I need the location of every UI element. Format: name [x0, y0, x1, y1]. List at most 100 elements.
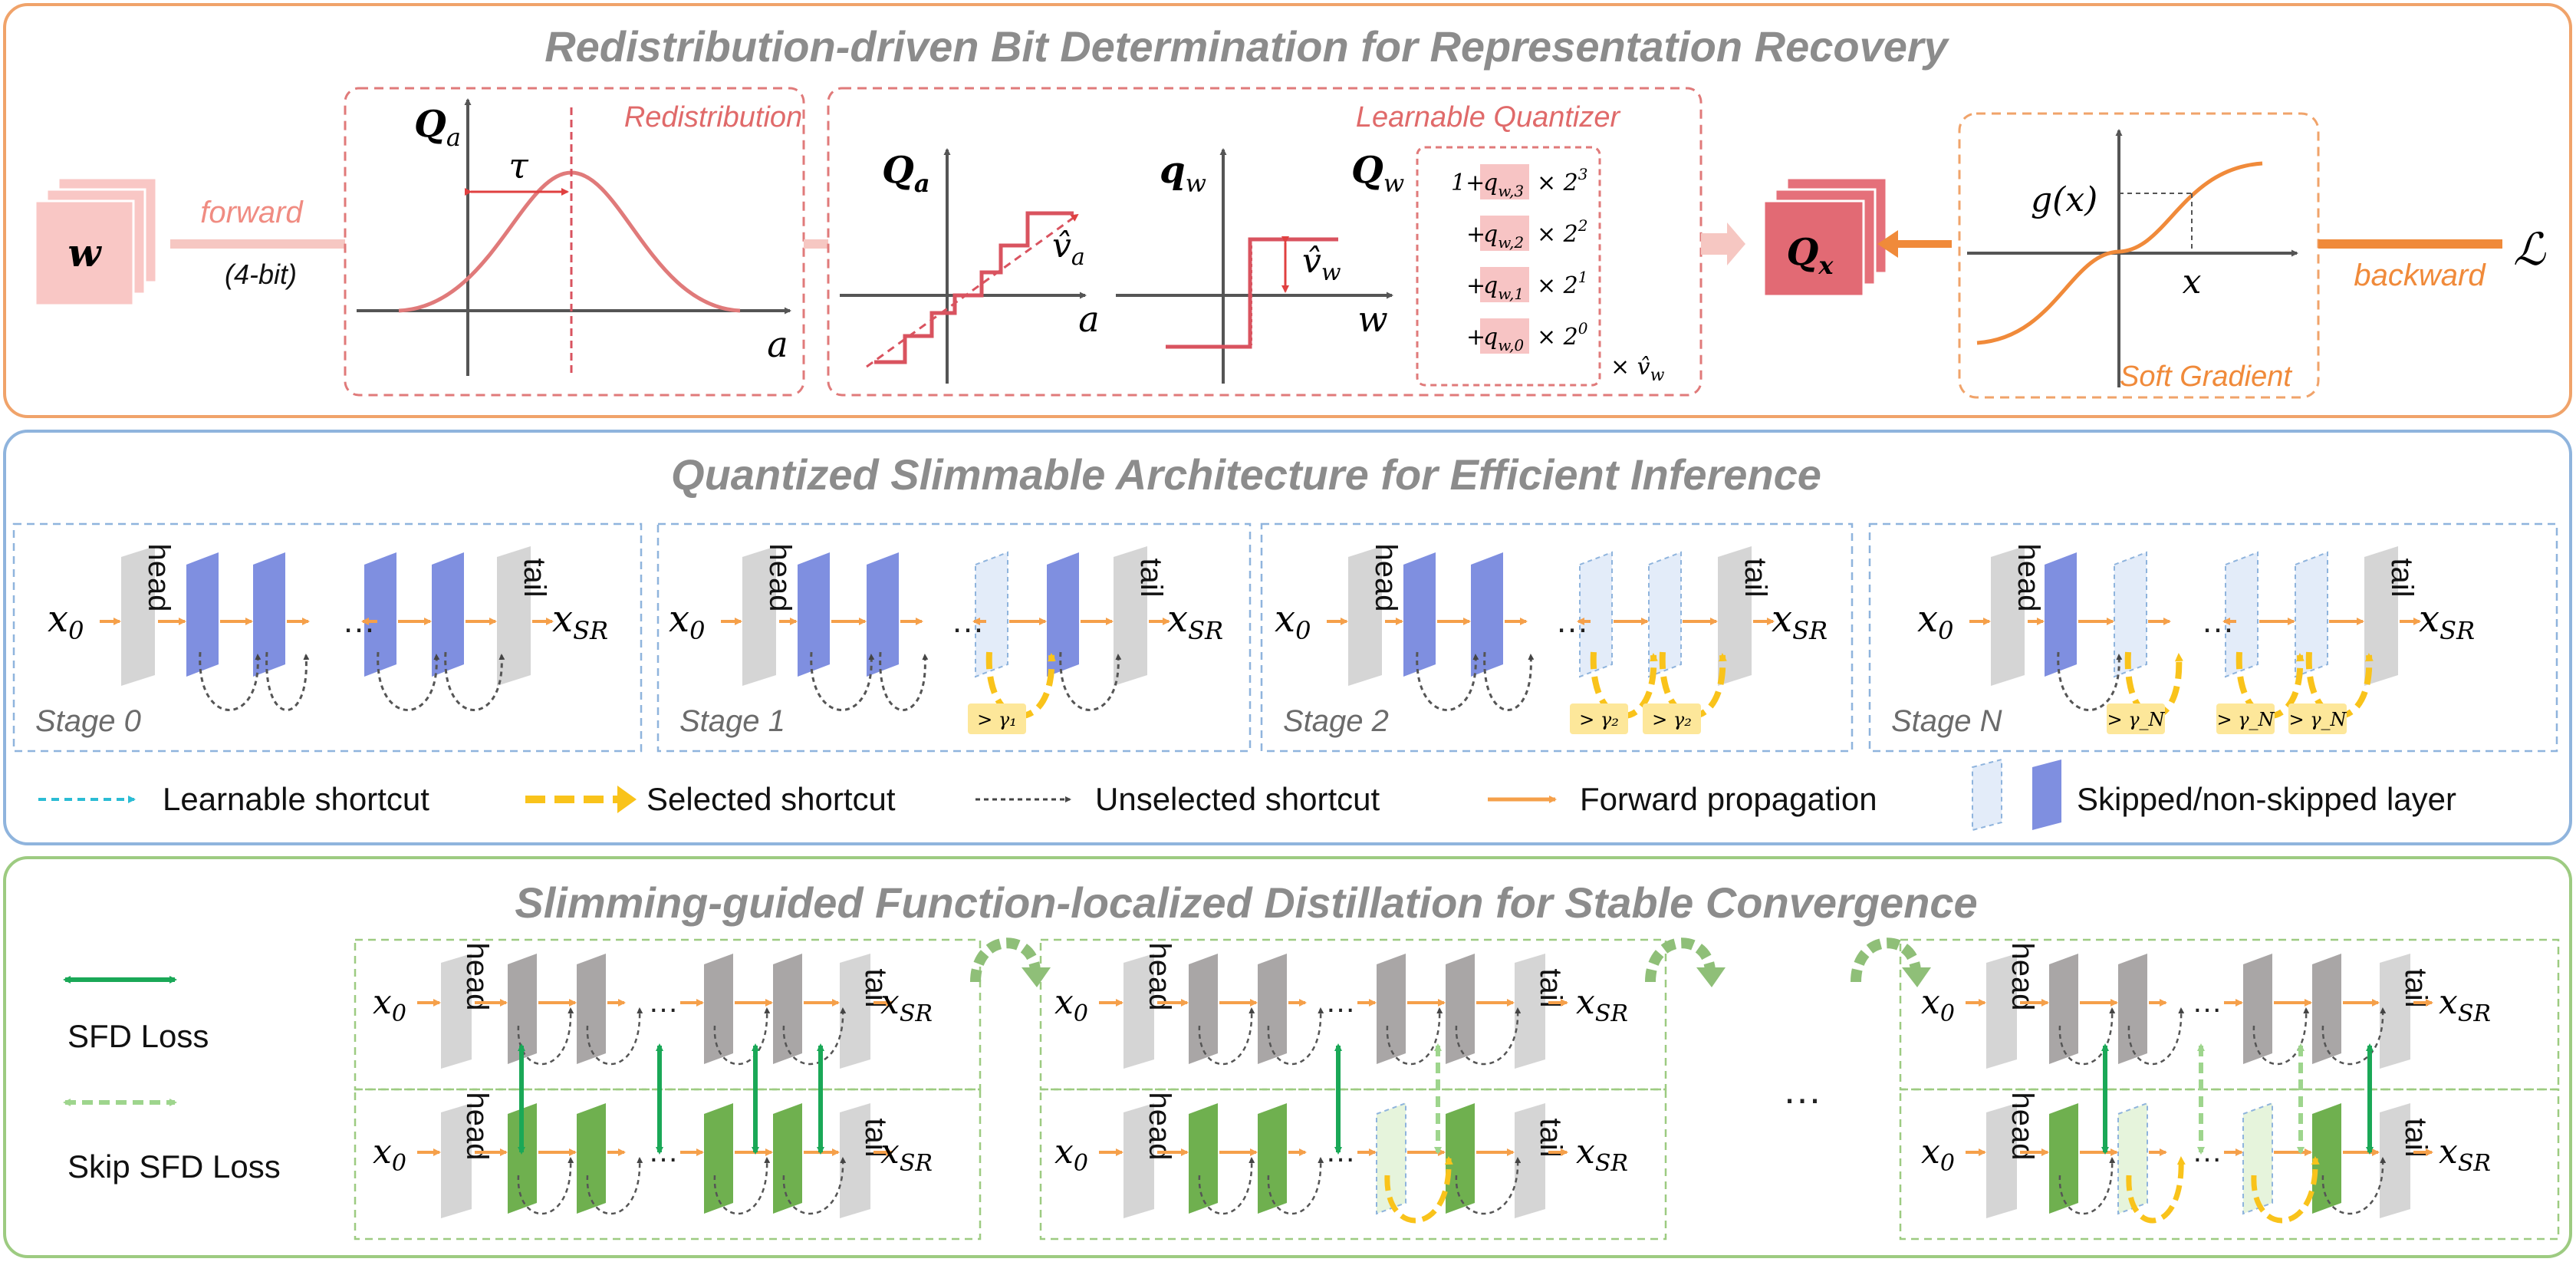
bit-term-2: +qw,2 × 22	[1466, 216, 1588, 252]
legend-text: Selected shortcut	[646, 781, 896, 817]
row-head-block	[441, 1103, 472, 1218]
unselected-shortcut	[1267, 1157, 1324, 1215]
stage-box	[1260, 522, 1854, 753]
teacher-layer	[2312, 954, 2341, 1064]
stage-tail-label: tail	[518, 558, 551, 597]
stage-tail-block	[497, 546, 531, 686]
legend-text: Learnable shortcut	[163, 781, 429, 817]
row-head-label: head	[2005, 1092, 2039, 1161]
stage-x0-label: x0	[1275, 598, 1311, 645]
skip-sfd-loss-label: Skip SFD Loss	[67, 1148, 281, 1185]
threshold-badge	[2107, 703, 2165, 734]
backward-bar	[2318, 239, 2502, 249]
panel1-title: Redistribution-driven Bit Determination …	[544, 22, 1949, 71]
threshold-badge	[968, 703, 1026, 734]
panel2-border	[3, 430, 2572, 845]
row-ellipsis: …	[648, 985, 679, 1019]
legend-learnable: Learnable shortcut	[38, 781, 429, 817]
bit-highlight	[1480, 318, 1529, 354]
student-layer	[577, 1103, 606, 1214]
sfd-loss-label: SFD Loss	[67, 1018, 209, 1054]
stage-xsr-label: xSR	[552, 598, 608, 645]
bit-prefix: +	[1466, 221, 1485, 248]
unselected-shortcut	[2058, 1007, 2116, 1066]
axis-x-label: x	[2183, 262, 2202, 301]
Qw-label: Qw	[1351, 149, 1404, 198]
unselected-shortcut	[377, 651, 440, 711]
unselected-shortcut	[586, 1007, 643, 1066]
stage-transition-arrow	[970, 937, 1051, 987]
row-xsr-label: xSR	[880, 1132, 933, 1177]
stage-transition-arrow	[1851, 937, 1931, 987]
tau-label: τ	[508, 145, 529, 186]
row-head-block	[1124, 1103, 1154, 1218]
student-layer	[508, 1103, 537, 1214]
unselected-shortcut	[1455, 1157, 1522, 1215]
legend-text: Skipped/non-skipped layer	[2077, 781, 2456, 817]
stage-tail-block	[2364, 546, 2398, 686]
redistribution-box: Qa τ a Redistribution	[344, 87, 805, 397]
non-skipped-layer	[867, 552, 899, 677]
stage-box	[656, 522, 1252, 753]
row-xsr-label: xSR	[1576, 983, 1628, 1027]
skipped-layer	[2295, 551, 2328, 678]
student-layer	[2049, 1103, 2078, 1214]
layers-ellipsis: …	[342, 602, 376, 640]
teacher-layer	[2049, 954, 2078, 1064]
stage-xsr-label: xSR	[1772, 598, 1828, 645]
legend: Learnable shortcut Selected shortcut Unsel…	[38, 758, 2456, 832]
bit-highlight	[1480, 267, 1529, 302]
row-x0-label: x0	[1921, 1132, 1955, 1177]
non-skipped-layer	[1047, 552, 1079, 677]
unselected-shortcut	[1483, 651, 1535, 711]
bit-variable: qw,1	[1483, 272, 1524, 303]
unselected-shortcut	[2252, 1007, 2310, 1066]
unselected-shortcut	[2321, 1007, 2387, 1066]
row-xsr-label: xSR	[880, 983, 933, 1027]
skipped-layer	[1579, 551, 1613, 678]
weight-input-stack: w	[34, 176, 158, 307]
student-box	[1899, 1088, 2560, 1241]
unselected-shortcut	[2058, 1157, 2116, 1215]
bit-variable: qw,2	[1483, 221, 1524, 252]
threshold-badge	[1643, 703, 1701, 734]
non-skipped-layer	[1403, 552, 1436, 677]
unselected-shortcut	[1386, 1007, 1443, 1066]
stage-x0-label: x0	[48, 598, 84, 645]
row-head-label: head	[460, 1092, 494, 1161]
row-ellipsis: …	[2192, 1135, 2222, 1168]
skipped-layer	[1648, 551, 1682, 678]
threshold-text: > γ₂	[1652, 709, 1692, 730]
backward-label: backward	[2354, 259, 2486, 292]
panel2-title: Quantized Slimmable Architecture for Eff…	[671, 450, 1821, 499]
row-head-label: head	[2005, 943, 2039, 1011]
stage-tail-block	[1114, 546, 1147, 686]
row-head-label: head	[1143, 943, 1176, 1011]
row-head-label: head	[1143, 1092, 1176, 1161]
learnable-quantizer-label: Learnable Quantizer	[1356, 101, 1621, 133]
non-skipped-layer	[364, 552, 396, 677]
weight-label: w	[67, 230, 102, 275]
stage-head-label: head	[2012, 544, 2045, 612]
axis-a2-label: a	[1078, 298, 1099, 340]
stage-head-label: head	[763, 544, 797, 612]
student-box	[354, 1088, 982, 1241]
loss-label: ℒ	[2513, 223, 2546, 275]
bit-variable: qw,3	[1483, 170, 1524, 200]
stage-head-label: head	[142, 544, 176, 612]
row-tail-block	[1515, 1103, 1545, 1218]
teacher-layer	[577, 954, 606, 1064]
unselected-shortcut	[713, 1007, 771, 1066]
row-head-block	[1986, 1103, 2017, 1218]
non-skipped-layer	[253, 552, 285, 677]
stage-tail-label: tail	[1739, 558, 1772, 597]
vw-label: v̂w	[1302, 242, 1341, 286]
stage-label: Stage 1	[679, 704, 785, 738]
student-layer	[773, 1103, 802, 1214]
skipped-layer	[975, 551, 1008, 678]
threshold-badge	[2216, 703, 2275, 734]
student-layer	[1258, 1103, 1287, 1214]
